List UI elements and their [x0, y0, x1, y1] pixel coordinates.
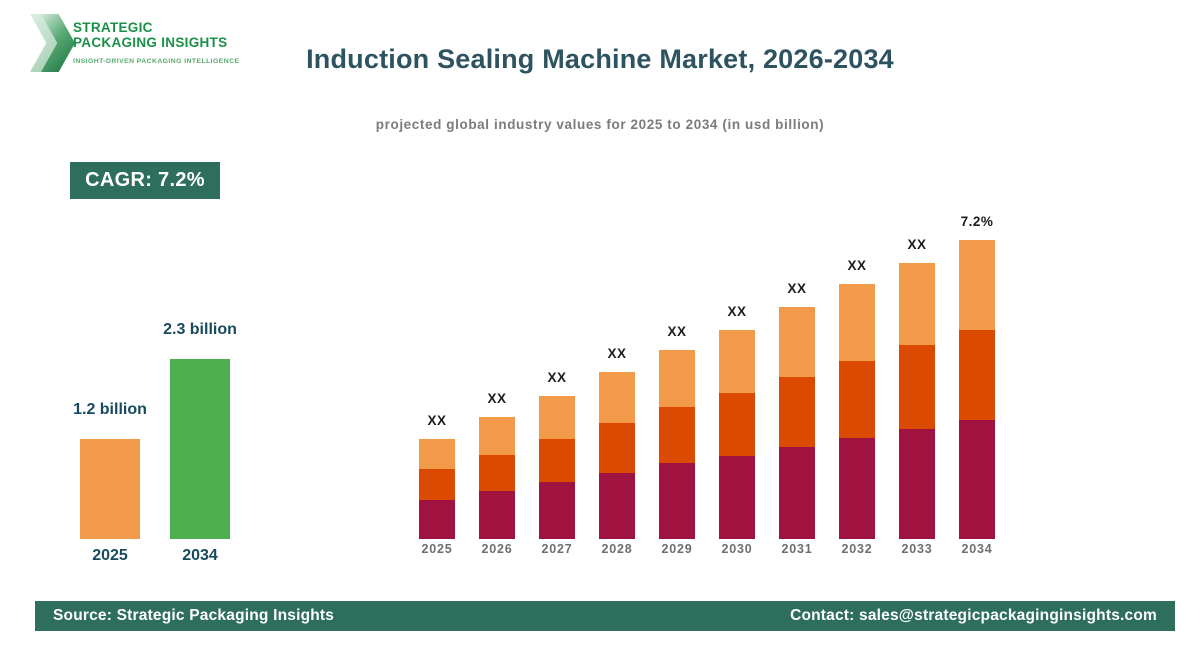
projection-year-label: 2025 [421, 542, 453, 556]
projection-year-label: 2029 [661, 542, 693, 556]
page-subtitle: projected global industry values for 202… [375, 117, 825, 132]
projection-year-label: 2031 [781, 542, 813, 556]
logo: STRATEGIC PACKAGING INSIGHTS INSIGHT-DRI… [30, 14, 350, 76]
stacked-bar-2026-segment-bottom [479, 491, 515, 539]
summary-year-label: 2025 [92, 547, 128, 564]
logo-line2: PACKAGING INSIGHTS [73, 35, 228, 50]
bar-data-label: XX [787, 281, 807, 296]
bar-data-label: 7.2% [960, 214, 994, 229]
stacked-bar-2030-segment-bottom [719, 456, 755, 539]
bar-data-label: XX [487, 391, 507, 406]
stacked-bar-2033-segment-bottom [899, 429, 935, 539]
stacked-bar-2031-segment-middle [779, 377, 815, 447]
stacked-bar-2033-segment-top [899, 263, 935, 345]
bar-data-label: XX [907, 237, 927, 252]
bar-data-label: XX [547, 370, 567, 385]
stacked-bar-2025-segment-middle [419, 469, 455, 500]
logo-line1: STRATEGIC [73, 20, 153, 35]
stacked-bar-2028-segment-middle [599, 423, 635, 473]
stacked-bar-2027-segment-top [539, 396, 575, 439]
stacked-bar-2032-segment-bottom [839, 438, 875, 539]
stacked-bar-2028-segment-bottom [599, 473, 635, 539]
stacked-bar-2030-segment-middle [719, 393, 755, 456]
stacked-bar-2030-segment-top [719, 330, 755, 393]
stacked-bar-2028-segment-top [599, 372, 635, 423]
summary-bar-2025 [80, 439, 140, 539]
projection-year-label: 2032 [841, 542, 873, 556]
bar-data-label: XX [427, 413, 447, 428]
stacked-bar-2026-segment-middle [479, 455, 515, 491]
footer-bar: Source: Strategic Packaging Insights Con… [35, 601, 1175, 631]
projection-year-label: 2028 [601, 542, 633, 556]
stacked-bar-2027-segment-bottom [539, 482, 575, 539]
bar-data-label: XX [667, 324, 687, 339]
stacked-bar-2034-segment-bottom [959, 420, 995, 539]
stacked-bar-2033-segment-middle [899, 345, 935, 429]
stacked-bar-2029-segment-bottom [659, 463, 695, 539]
summary-value-label: 2.3 billion [163, 321, 237, 338]
stacked-bar-2032-segment-middle [839, 361, 875, 438]
stacked-bar-2027-segment-middle [539, 439, 575, 482]
footer-contact: Contact: sales@strategicpackaginginsight… [790, 607, 1157, 624]
page-title: Induction Sealing Machine Market, 2026-2… [306, 44, 894, 74]
projection-year-label: 2026 [481, 542, 513, 556]
bar-data-label: XX [847, 258, 867, 273]
bar-data-label: XX [727, 304, 747, 319]
summary-value-label: 1.2 billion [73, 401, 147, 418]
stacked-bar-2025-segment-bottom [419, 500, 455, 539]
stacked-bar-2031-segment-top [779, 307, 815, 377]
stacked-bar-2034-segment-middle [959, 330, 995, 420]
chevron-arrow-icon [30, 14, 80, 72]
stacked-bar-2034-segment-top [959, 240, 995, 330]
cagr-badge: CAGR: 7.2% [70, 162, 220, 199]
bar-data-label: XX [607, 346, 627, 361]
footer-source: Source: Strategic Packaging Insights [53, 607, 335, 624]
stacked-bar-2031-segment-bottom [779, 447, 815, 539]
logo-text: STRATEGIC PACKAGING INSIGHTS INSIGHT-DRI… [73, 20, 239, 65]
stacked-bar-2029-segment-middle [659, 407, 695, 463]
projection-year-label: 2034 [961, 542, 993, 556]
summary-year-label: 2034 [182, 547, 218, 564]
stacked-bar-2032-segment-top [839, 284, 875, 361]
summary-bar-2034 [170, 359, 230, 539]
projection-year-label: 2033 [901, 542, 933, 556]
logo-tagline: INSIGHT-DRIVEN PACKAGING INTELLIGENCE [73, 58, 240, 65]
projection-year-label: 2030 [721, 542, 753, 556]
stacked-bar-2029-segment-top [659, 350, 695, 407]
projection-year-label: 2027 [541, 542, 573, 556]
stacked-bar-2025-segment-top [419, 439, 455, 469]
stacked-bar-2026-segment-top [479, 417, 515, 455]
